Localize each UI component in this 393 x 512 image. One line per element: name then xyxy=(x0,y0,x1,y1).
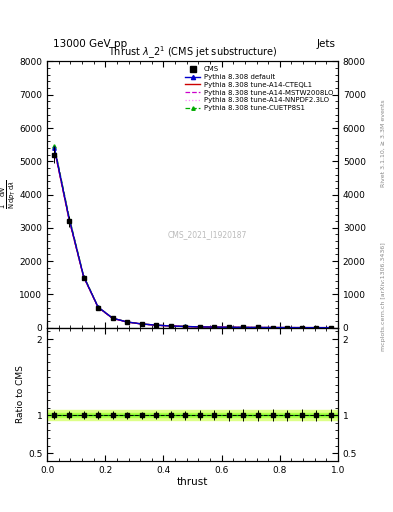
Bar xyxy=(47,413,338,417)
Text: Rivet 3.1.10, ≥ 3.3M events: Rivet 3.1.10, ≥ 3.3M events xyxy=(381,99,386,187)
Text: Jets: Jets xyxy=(317,38,336,49)
Y-axis label: Ratio to CMS: Ratio to CMS xyxy=(16,365,25,423)
Legend: CMS, Pythia 8.308 default, Pythia 8.308 tune-A14-CTEQL1, Pythia 8.308 tune-A14-M: CMS, Pythia 8.308 default, Pythia 8.308 … xyxy=(184,65,334,112)
Y-axis label: $\frac{1}{\mathrm{N}}\frac{\mathrm{d}N}{\mathrm{d}p_T\,\mathrm{d}\lambda}$: $\frac{1}{\mathrm{N}}\frac{\mathrm{d}N}{… xyxy=(0,180,18,209)
Text: 13000 GeV pp: 13000 GeV pp xyxy=(53,38,127,49)
Text: mcplots.cern.ch [arXiv:1306.3436]: mcplots.cern.ch [arXiv:1306.3436] xyxy=(381,243,386,351)
Bar xyxy=(47,410,338,420)
Text: CMS_2021_I1920187: CMS_2021_I1920187 xyxy=(167,230,247,239)
X-axis label: thrust: thrust xyxy=(177,477,208,487)
Title: Thrust $\lambda\_2^1$ (CMS jet substructure): Thrust $\lambda\_2^1$ (CMS jet substruct… xyxy=(108,45,277,61)
